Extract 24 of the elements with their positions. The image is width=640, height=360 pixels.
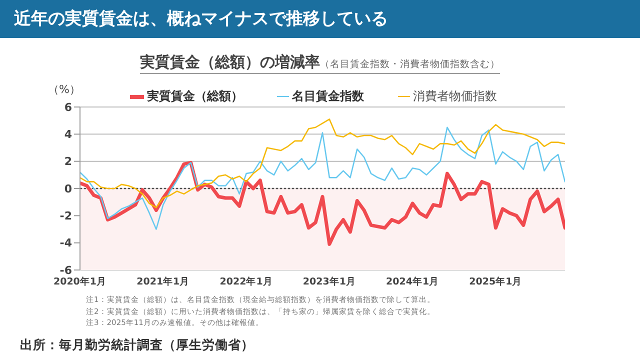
y-tick-label: 6 [64,100,72,114]
x-tick-label: 2023年1月 [302,276,356,288]
x-tick-label: 2021年1月 [136,276,190,288]
legend-label: 消費者物価指数 [413,88,497,105]
x-tick-label: 2024年1月 [386,276,440,288]
chart-subtitle: 実質賃金（総額）の増減率 [140,53,320,71]
y-tick-label: 2 [64,155,72,168]
text: 出所：毎月勤労統計調査（厚生労働省） [20,337,254,354]
legend-label: 名目賃金指数 [292,88,364,105]
y-tick-label: 0 [64,182,72,196]
y-axis-title: （%） [48,82,80,97]
chart-title: 近年の実質賃金は、概ねマイナスで推移している [0,0,640,38]
y-tick-label: 4 [64,128,72,142]
line-series [80,160,565,246]
x-tick-label: 2022年1月 [220,276,273,288]
line-series [80,126,565,230]
y-tick-label: -2 [60,210,72,223]
line-series [80,118,565,208]
x-tick-label: 2020年1月 [53,276,107,288]
x-tick-label: 2025年1月 [469,276,522,288]
text: （名目賃金指数・消費者物価指数含む） [320,59,500,70]
legend-label: 実質賃金（総額） [147,88,243,105]
y-tick-label: -4 [60,236,72,250]
y-tick-label: -6 [60,264,72,277]
